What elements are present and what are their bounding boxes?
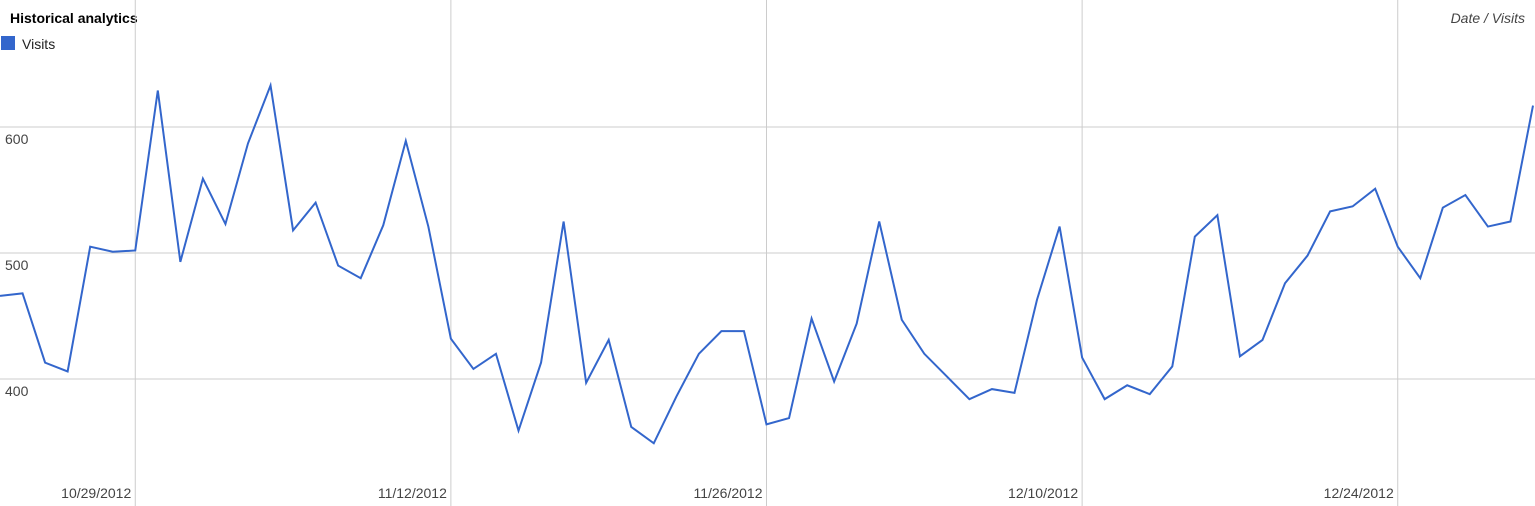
x-tick-label: 11/26/2012 — [693, 485, 762, 501]
x-tick-label: 11/12/2012 — [378, 485, 447, 501]
y-tick-label: 600 — [5, 131, 29, 147]
legend-swatch — [1, 36, 15, 50]
x-tick-label: 10/29/2012 — [61, 485, 131, 501]
axis-title: Date / Visits — [1451, 10, 1525, 26]
chart-title: Historical analytics — [10, 10, 138, 26]
x-tick-label: 12/10/2012 — [1008, 485, 1078, 501]
line — [0, 81, 1534, 445]
y-tick-label: 400 — [5, 383, 29, 399]
y-tick-label: 500 — [5, 257, 29, 273]
legend-label: Visits — [22, 36, 55, 52]
x-tick-label: 12/24/2012 — [1324, 485, 1394, 501]
